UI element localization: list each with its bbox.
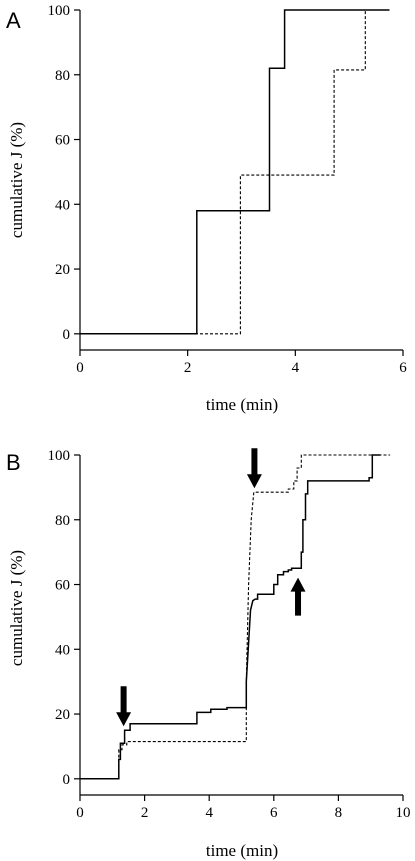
panel-a-plot-area: 0 20 40 60 80 100 0 2 4 6 [48,3,408,376]
panel-b-series-dashed-line [80,454,391,780]
panel-a-y-tick-label: 0 [63,327,71,343]
panel-b-y-tick-label: 20 [55,707,70,723]
panel-a-series-solid-line [80,9,390,335]
panel-a-y-tick-label: 80 [55,68,70,84]
panel-b: B cumulative J (%) time (min) 0204060801… [6,448,411,860]
panel-b-label: B [6,450,21,475]
panel-b-x-tick-label: 10 [396,805,411,821]
panel-a-y-axis-label: cumulative J (%) [7,122,26,238]
panel-a-y-tick-label: 40 [55,197,70,213]
panel-b-x-axis-label: time (min) [206,841,278,860]
panel-a-x-tick-label: 2 [184,360,192,376]
panel-b-y-tick-label: 60 [55,578,70,594]
panel-a-x-tick-label: 6 [399,360,407,376]
panel-b-y-tick-label: 100 [48,448,71,464]
panel-b-y-tick-label: 80 [55,513,70,529]
panel-b-arrow-up-icon [290,577,306,616]
panel-b-arrow-down-icon [116,686,132,727]
panel-a-series-dashed-line [80,9,390,335]
panel-a-x-tick-label: 0 [76,360,84,376]
panel-b-y-tick-label: 40 [55,642,70,658]
panel-a-y-tick-label: 100 [48,3,71,19]
panel-b-y-axis-label: cumulative J (%) [7,550,26,666]
panel-b-x-tick-label: 6 [270,805,278,821]
panel-b-arrow-down-icon [246,448,262,489]
panel-a: A cumulative J (%) time (min) 0204060801… [6,3,407,414]
panel-a-x-axis-label: time (min) [206,395,278,414]
panel-a-y-tick-label: 60 [55,133,70,149]
panel-a-label: A [6,8,21,33]
panel-b-plot-area: 0 20 40 60 80 100 0 2 4 6 8 10 [48,448,411,821]
panel-b-y-tick-label: 0 [63,772,71,788]
panel-b-x-tick-label: 2 [141,805,149,821]
panel-b-x-tick-label: 0 [76,805,84,821]
panel-b-x-tick-label: 4 [205,805,213,821]
panel-b-series-solid-line [80,454,381,780]
panel-a-x-tick-label: 4 [292,360,300,376]
panel-b-x-tick-label: 8 [335,805,343,821]
panel-a-y-tick-label: 20 [55,262,70,278]
